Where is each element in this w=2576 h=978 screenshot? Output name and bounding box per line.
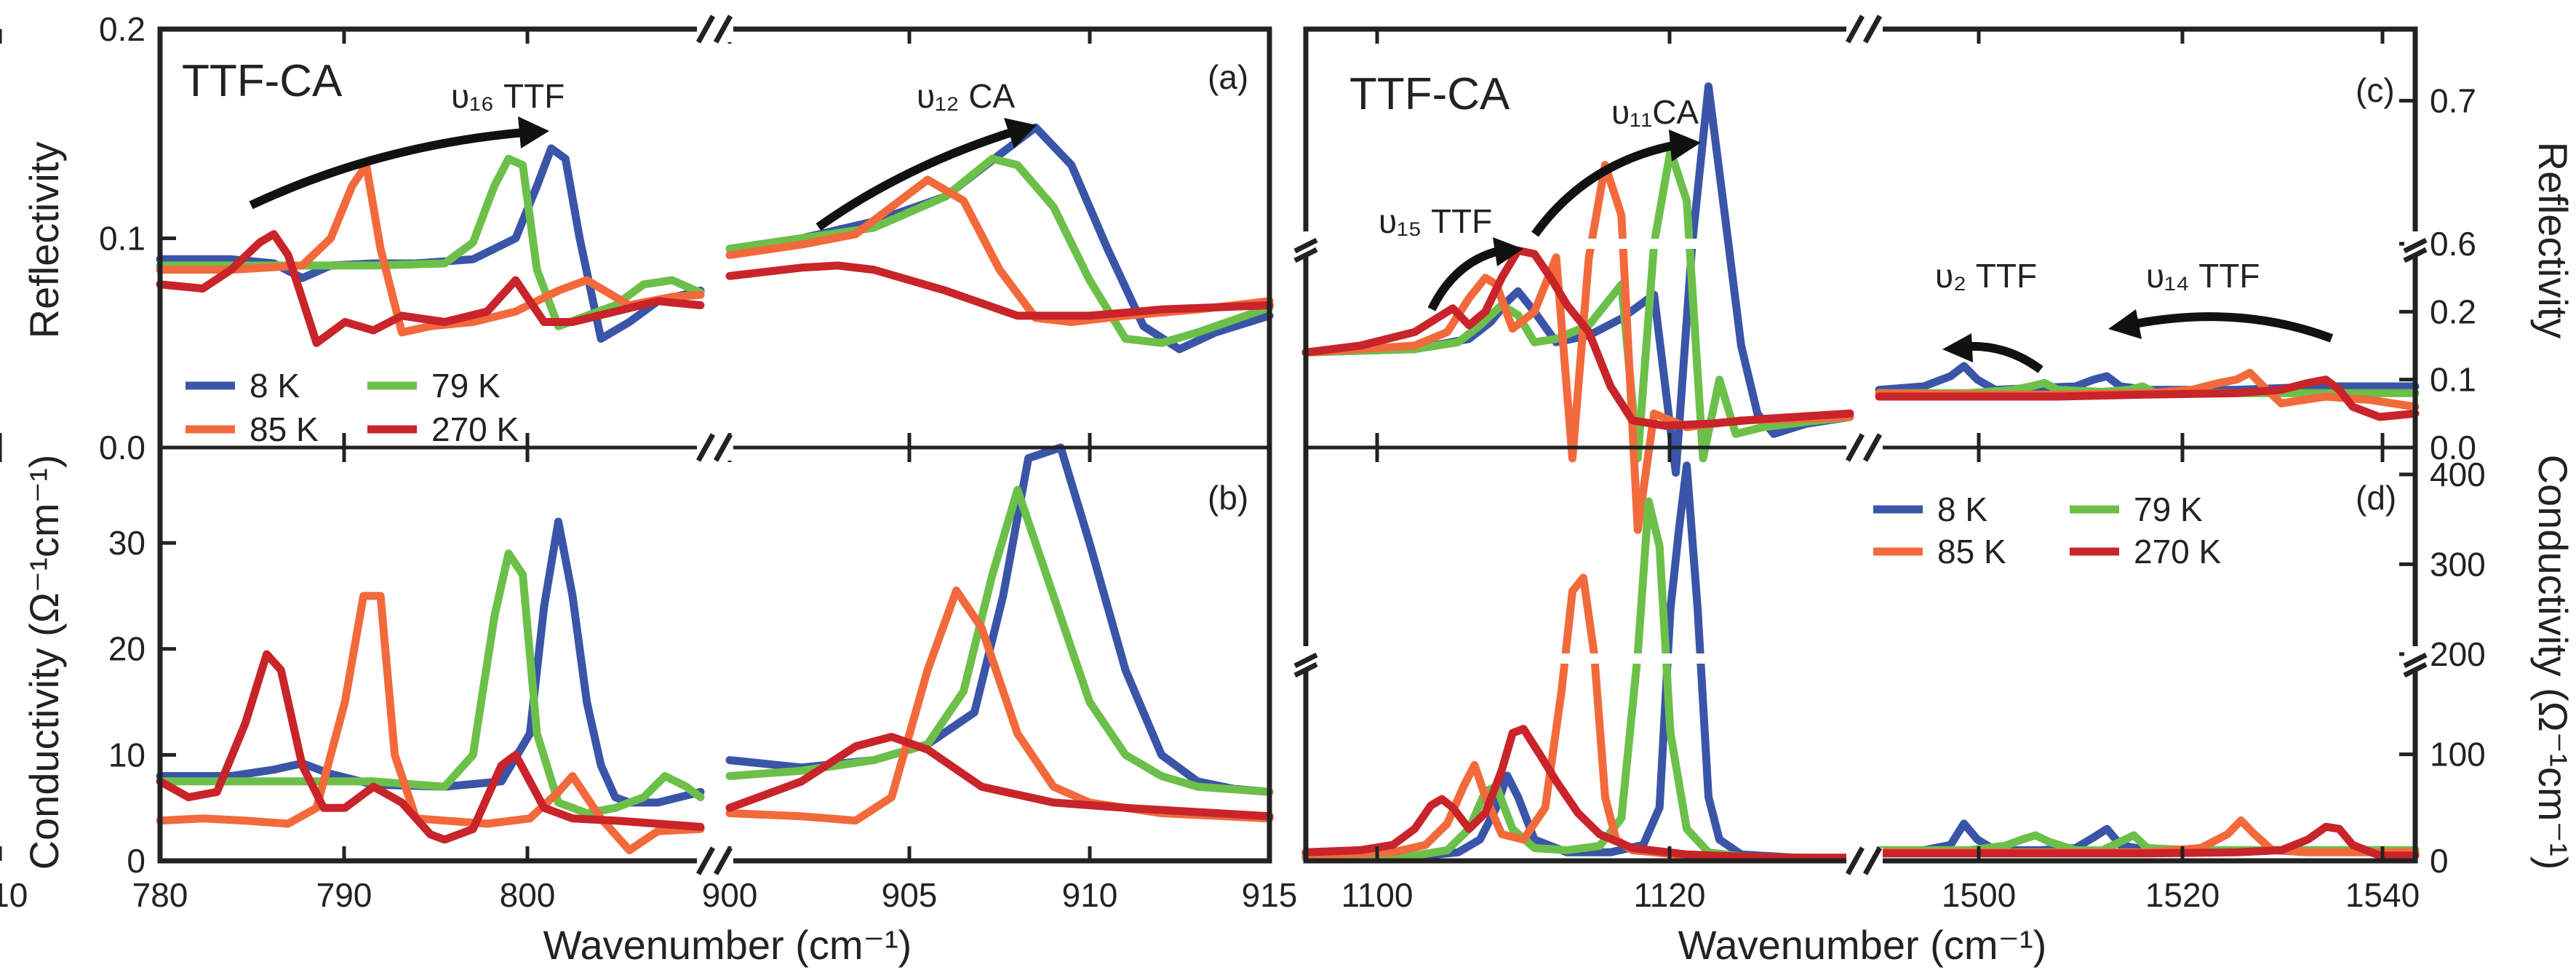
series-b-seg2-79k [725,485,1274,796]
legend-d-entry-2: 85 K [1937,533,2006,570]
mode-label-v16: υ₁₆ TTF [451,77,565,115]
legend-a-entry-2: 85 K [250,410,319,448]
ytick-label-d-2: 200 [2430,635,2486,673]
panel-label-b: (b) [1208,479,1248,517]
series-a-seg1-79k [156,154,705,330]
legend-panel-d: 8 K 79 K 85 K 270 K [1873,490,2222,570]
series-b-seg1-8k [156,517,705,807]
legend-d-entry-3: 270 K [2134,533,2222,570]
legend-a-entry-0: 8 K [250,367,300,405]
legend-panel-a: 8 K 79 K 85 K 270 K [186,367,519,448]
series-b-seg1-270k [156,650,705,844]
ytick-label-c-2: 0.2 [2430,293,2476,330]
mode-label-v2: υ₂ TTF [1935,257,2037,295]
series-b-seg2-270k [725,733,1274,821]
xtick-label-a-0-3: 810 [0,876,28,914]
arrow-v2 [1942,333,2043,373]
ytick-label-d-1: 100 [2430,736,2486,774]
y-axis-label-b: Conductivity (Ω⁻¹cm⁻¹) [21,455,67,870]
series-c-seg2-270k [1875,375,2420,421]
legend-d-entry-1: 79 K [2134,490,2203,528]
xtick-label-a-0-1: 790 [316,876,372,914]
panel-label-a: (a) [1208,58,1248,96]
y-axis-label-c: Reflectivity [2530,142,2576,339]
series-c-seg1-270k [1301,246,1854,430]
ybreak-c-left [1293,231,1318,263]
mode-label-v12: υ₁₂ CA [917,77,1016,115]
xtick-label-c-1-0: 1500 [1942,876,2016,914]
series-d-seg2-270k [1875,822,2420,860]
break-mark-mid-left [695,433,733,462]
mode-arrows [249,116,2334,373]
xtick-label-c-1-2: 1540 [2345,876,2420,914]
ytick-label-a-0: 0.0 [99,429,145,466]
ybreak-d-left [1293,646,1318,678]
curve-break-gap-d [1550,653,1713,664]
legend-a-entry-3: 270 K [431,410,519,448]
break-mark-bottom-left [695,846,733,875]
arrow-v11 [1531,130,1701,237]
ytick-label-b-1: 10 [108,736,145,774]
series-d-seg1-8k [1301,461,1854,863]
ytick-label-c-0: 0.0 [2430,429,2476,466]
mode-label-v15: υ₁₅ TTF [1379,202,1492,240]
xtick-label-a-0-2: 800 [500,876,556,914]
series-a-seg1-270k [156,230,705,347]
break-mark-mid-right [1845,433,1883,462]
ytick-label-d-4: 400 [2430,456,2486,493]
compound-label-a: TTF-CA [182,56,343,106]
xtick-label-c-1-1: 1520 [2145,876,2220,914]
xtick-label-a-1-0: 900 [702,876,758,914]
legend-a-entry-1: 79 K [431,367,501,405]
series-b-seg1-79k [156,549,705,817]
xtick-label-a-1-2: 910 [1062,876,1118,914]
series-c-seg1-8k [1301,82,1854,477]
series-a-seg2-8k [725,123,1274,354]
ytick-label-d-3: 300 [2430,545,2486,583]
series-a-seg1-85k [156,161,705,337]
compound-label-c: TTF-CA [1349,69,1510,119]
break-mark-top-right [1845,15,1883,44]
arrow-v12 [816,118,1037,231]
mode-label-v11: υ₁₁CA [1611,93,1699,131]
curve-break-gap-c [1550,239,1713,249]
xtick-label-a-0-0: 780 [132,876,188,914]
ytick-label-b-0: 0 [127,842,145,880]
arrow-v15 [1427,237,1523,311]
mode-label-v14: υ₁₄ TTF [2146,257,2260,295]
y-axis-label-a: Reflectivity [21,142,67,339]
break-mark-top-left [695,15,733,44]
axis-break-marks [695,15,2428,875]
arrow-v14 [2108,309,2334,343]
break-mark-bottom-right [1845,846,1883,875]
panel-texts: TTF-CA TTF-CA (a) (b) (c) (d) Wavenumber… [21,56,2576,968]
plot-layer [156,82,2420,863]
xtick-label-a-1-1: 905 [882,876,938,914]
ybreak-c-right [2403,231,2428,263]
y-axis-label-d: Conductivity (Ω⁻¹cm⁻¹) [2530,455,2576,870]
ytick-label-b-2: 20 [108,630,145,668]
panel-label-d: (d) [2356,479,2396,517]
series-a-seg2-270k [725,261,1274,320]
ybreak-d-right [2403,646,2428,678]
panel-label-c: (c) [2356,71,2395,109]
ytick-label-c-1: 0.1 [2430,361,2476,399]
tick-layer: 0.0 0.1 0.2 0 10 20 30 0.0 0.1 0.2 0.6 0.7 0 100 200 30… [0,10,2486,914]
xtick-label-a-1-3: 915 [1242,876,1298,914]
arrow-v16 [249,116,549,210]
x-axis-label-right: Wavenumber (cm⁻¹) [1678,922,2047,968]
ytick-label-a-1: 0.1 [99,220,145,258]
legend-d-entry-0: 8 K [1937,490,1987,528]
ytick-label-c-4: 0.7 [2430,82,2476,119]
x-axis-label-left: Wavenumber (cm⁻¹) [543,922,912,968]
ytick-label-c-3: 0.6 [2430,225,2476,263]
ytick-label-d-0: 0 [2430,842,2449,880]
xtick-label-c-0-0: 1100 [1341,876,1413,914]
ytick-label-b-3: 30 [108,524,145,562]
ytick-label-a-2: 0.2 [99,10,145,48]
xtick-label-c-0-1: 1120 [1634,876,1706,914]
